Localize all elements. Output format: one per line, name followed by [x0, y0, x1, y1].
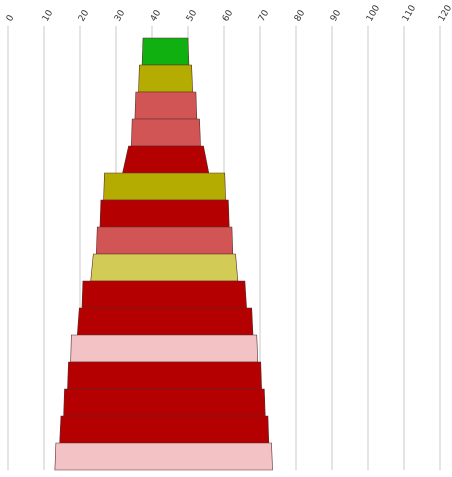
funnel-level — [95, 226, 234, 255]
x-tick-label: 80 — [293, 8, 308, 23]
x-tick-label: 60 — [221, 8, 236, 23]
funnel-level — [81, 280, 247, 309]
funnel-level — [134, 91, 198, 120]
funnel-level — [76, 307, 254, 336]
x-tick-label: 30 — [113, 8, 128, 23]
funnel-level — [103, 172, 226, 201]
funnel-level — [59, 415, 270, 444]
funnel-levels — [54, 37, 273, 471]
x-tick-label: 0 — [5, 13, 17, 23]
funnel-level — [99, 199, 230, 228]
funnel-level — [63, 388, 266, 417]
x-tick-label: 90 — [329, 8, 344, 23]
x-axis-tick-labels: 0 10 20 30 40 50 60 70 80 90 100 110 120 — [5, 3, 452, 23]
funnel-level — [90, 253, 239, 282]
x-tick-label: 40 — [149, 8, 164, 23]
x-tick-label: 110 — [401, 3, 418, 23]
funnel-level — [122, 145, 210, 174]
funnel-level — [67, 361, 262, 390]
funnel-level — [138, 64, 193, 93]
funnel-level — [54, 442, 273, 471]
x-tick-label: 50 — [185, 8, 200, 23]
x-tick-label: 20 — [77, 8, 92, 23]
x-tick-label: 120 — [437, 3, 452, 23]
x-tick-label: 100 — [365, 3, 382, 23]
x-tick-label: 70 — [257, 8, 272, 23]
funnel-level — [130, 118, 201, 147]
x-tick-label: 10 — [41, 8, 56, 23]
funnel-level — [141, 37, 190, 66]
funnel-level — [70, 334, 259, 363]
